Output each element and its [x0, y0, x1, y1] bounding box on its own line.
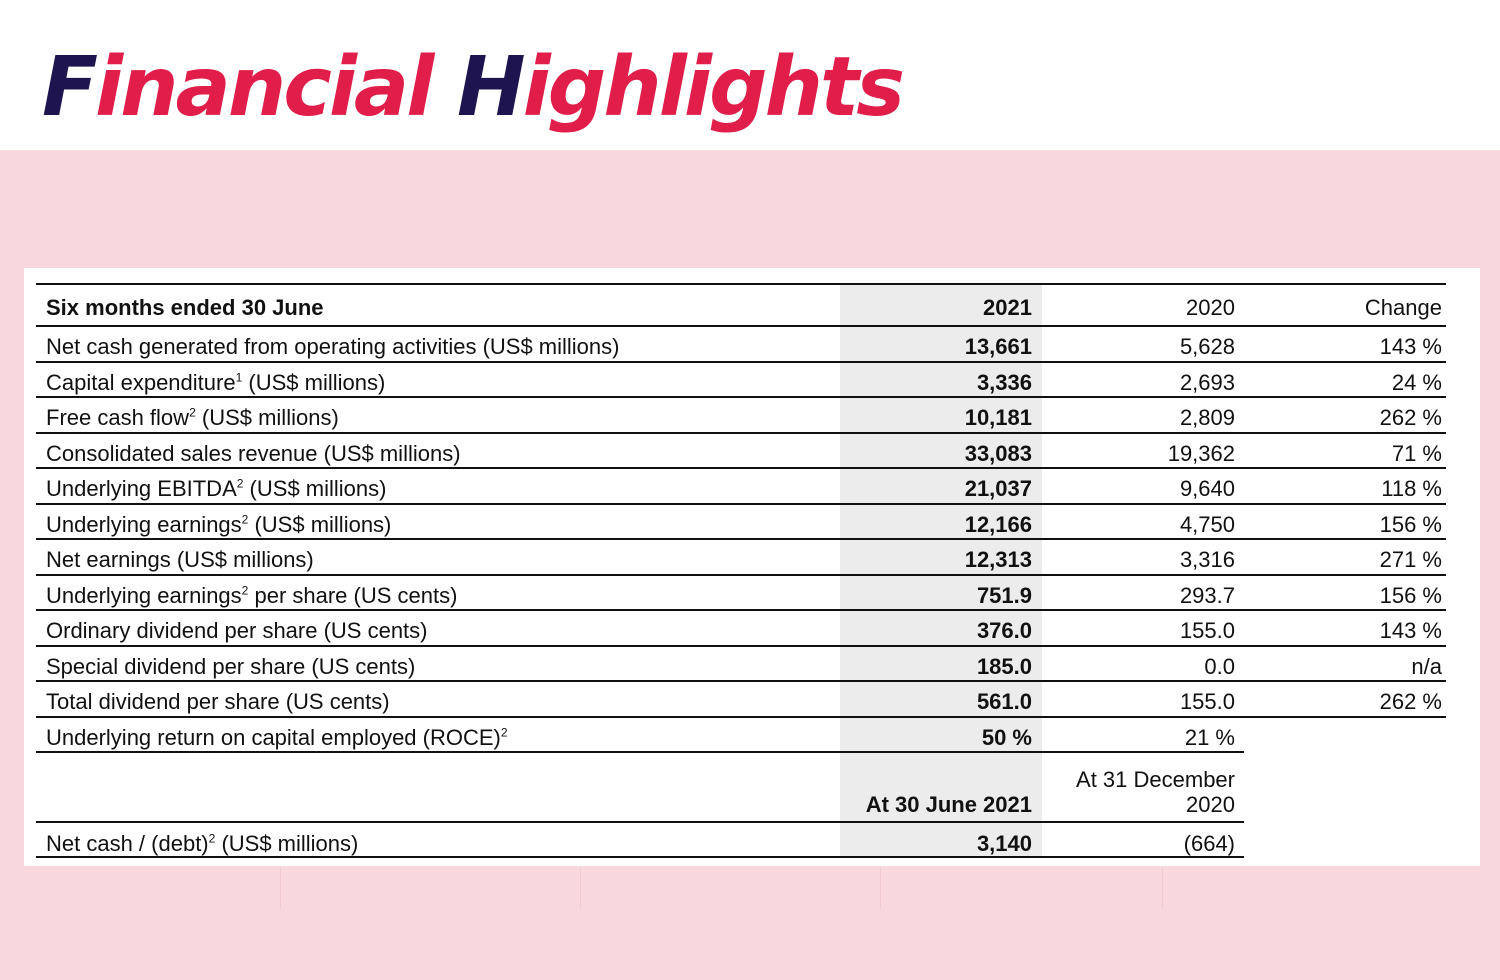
row-rule — [36, 574, 1446, 576]
row-label: Consolidated sales revenue (US$ millions… — [46, 441, 461, 466]
row-label: Net earnings (US$ millions) — [46, 547, 314, 572]
row-label: Ordinary dividend per share (US cents) — [46, 618, 428, 643]
value-2020: 293.7 — [1179, 583, 1235, 608]
row-rule — [36, 467, 1446, 469]
value-2020: 21 % — [1184, 725, 1235, 750]
row-label: Free cash flow2 (US$ millions) — [46, 405, 339, 430]
value-2020: 2,693 — [1179, 370, 1235, 395]
row-label: Total dividend per share (US cents) — [46, 689, 390, 714]
balance-header-2020-line1: At 31 December — [1076, 767, 1235, 792]
row-rule — [36, 680, 1446, 682]
value-2021: 3,336 — [976, 370, 1032, 395]
divider — [1162, 868, 1163, 908]
value-2021: 33,083 — [964, 441, 1032, 466]
page-title: Financial Highlights — [42, 40, 905, 135]
row-label: Net cash generated from operating activi… — [46, 334, 620, 359]
header-2020: 2020 — [1186, 295, 1235, 320]
table-panel — [24, 268, 1480, 866]
value-2020: 19,362 — [1167, 441, 1235, 466]
value-change: 156 % — [1379, 583, 1442, 608]
value-2021: 10,181 — [964, 405, 1032, 430]
row-rule — [36, 609, 1446, 611]
value-2020: 9,640 — [1179, 476, 1235, 501]
value-2021: 12,166 — [964, 512, 1032, 537]
header-period-label: Six months ended 30 June — [46, 295, 324, 320]
row-label: Capital expenditure1 (US$ millions) — [46, 370, 386, 395]
value-2020: 4,750 — [1179, 512, 1235, 537]
value-2021: 561.0 — [976, 689, 1032, 714]
value-2020: 0.0 — [1204, 654, 1235, 679]
value-2020: 2,809 — [1179, 405, 1235, 430]
balance-header-2020-line2: 2020 — [1186, 792, 1235, 817]
value-2020: 155.0 — [1179, 689, 1235, 714]
value-2020: 5,628 — [1179, 334, 1235, 359]
row-rule — [36, 361, 1446, 363]
value-2021: 21,037 — [964, 476, 1032, 501]
value-change: 24 % — [1391, 370, 1442, 395]
value-2021: 13,661 — [964, 334, 1032, 359]
value-change: 271 % — [1379, 547, 1442, 572]
value-2021: 185.0 — [976, 654, 1032, 679]
header-change: Change — [1364, 295, 1442, 320]
row-label: Underlying EBITDA2 (US$ millions) — [46, 476, 387, 501]
value-change: 71 % — [1391, 441, 1442, 466]
value-2021: 3,140 — [976, 831, 1032, 856]
row-label: Underlying earnings2 (US$ millions) — [46, 512, 392, 537]
value-2020: (664) — [1183, 831, 1235, 856]
value-2020: 155.0 — [1179, 618, 1235, 643]
divider — [880, 868, 881, 908]
value-change: 143 % — [1379, 334, 1442, 359]
value-2021: 50 % — [981, 725, 1032, 750]
row-rule — [36, 396, 1446, 398]
table-bottom-rule — [36, 856, 1244, 858]
table-top-rule — [36, 283, 1446, 285]
divider — [580, 868, 581, 908]
value-change: 118 % — [1381, 476, 1442, 501]
row-rule — [36, 325, 1446, 327]
value-change: 262 % — [1379, 405, 1442, 430]
row-label: Underlying return on capital employed (R… — [46, 725, 508, 750]
divider — [280, 868, 281, 908]
highlight-column-2021 — [840, 283, 1042, 856]
value-2020: 3,316 — [1179, 547, 1235, 572]
row-rule — [36, 821, 1244, 823]
value-change: 143 % — [1379, 618, 1442, 643]
balance-header-2021: At 30 June 2021 — [865, 792, 1032, 817]
row-label: Underlying earnings2 per share (US cents… — [46, 583, 458, 608]
row-rule — [36, 538, 1446, 540]
row-rule — [36, 645, 1446, 647]
value-2021: 376.0 — [976, 618, 1032, 643]
value-change: 262 % — [1379, 689, 1442, 714]
value-change: 156 % — [1379, 512, 1442, 537]
row-rule — [36, 716, 1446, 718]
row-rule — [36, 432, 1446, 434]
row-label: Net cash / (debt)2 (US$ millions) — [46, 831, 359, 856]
value-change: n/a — [1411, 654, 1442, 679]
value-2021: 751.9 — [976, 583, 1032, 608]
row-rule — [36, 751, 1244, 753]
value-2021: 12,313 — [964, 547, 1032, 572]
header-2021: 2021 — [983, 295, 1032, 320]
row-rule — [36, 503, 1446, 505]
row-label: Special dividend per share (US cents) — [46, 654, 416, 679]
